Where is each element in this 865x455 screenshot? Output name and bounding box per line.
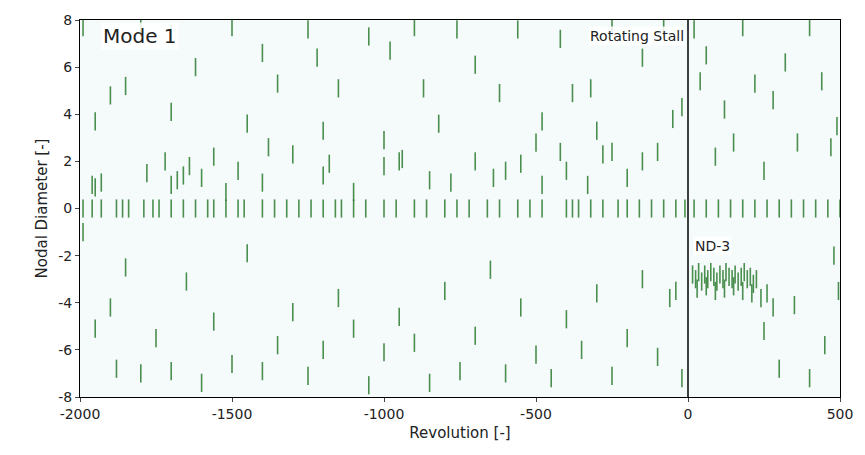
svg-text:-1500: -1500 — [212, 406, 253, 422]
svg-text:0: 0 — [63, 200, 72, 216]
svg-text:0: 0 — [684, 406, 693, 422]
svg-text:Rotating Stall: Rotating Stall — [590, 28, 684, 44]
svg-text:500: 500 — [827, 406, 854, 422]
svg-text:6: 6 — [63, 59, 72, 75]
svg-text:Revolution [-]: Revolution [-] — [409, 424, 510, 442]
svg-text:-2: -2 — [58, 248, 72, 264]
svg-text:-2000: -2000 — [60, 406, 101, 422]
svg-text:2: 2 — [63, 153, 72, 169]
svg-text:ND-3: ND-3 — [695, 238, 730, 254]
svg-text:Nodal Diameter [-]: Nodal Diameter [-] — [33, 139, 51, 279]
svg-text:-500: -500 — [520, 406, 552, 422]
svg-text:4: 4 — [63, 106, 72, 122]
svg-text:8: 8 — [63, 12, 72, 28]
svg-text:-1000: -1000 — [364, 406, 405, 422]
svg-text:-4: -4 — [58, 295, 72, 311]
svg-text:-6: -6 — [58, 342, 72, 358]
svg-text:-8: -8 — [58, 389, 72, 405]
svg-text:Mode 1: Mode 1 — [103, 24, 177, 48]
